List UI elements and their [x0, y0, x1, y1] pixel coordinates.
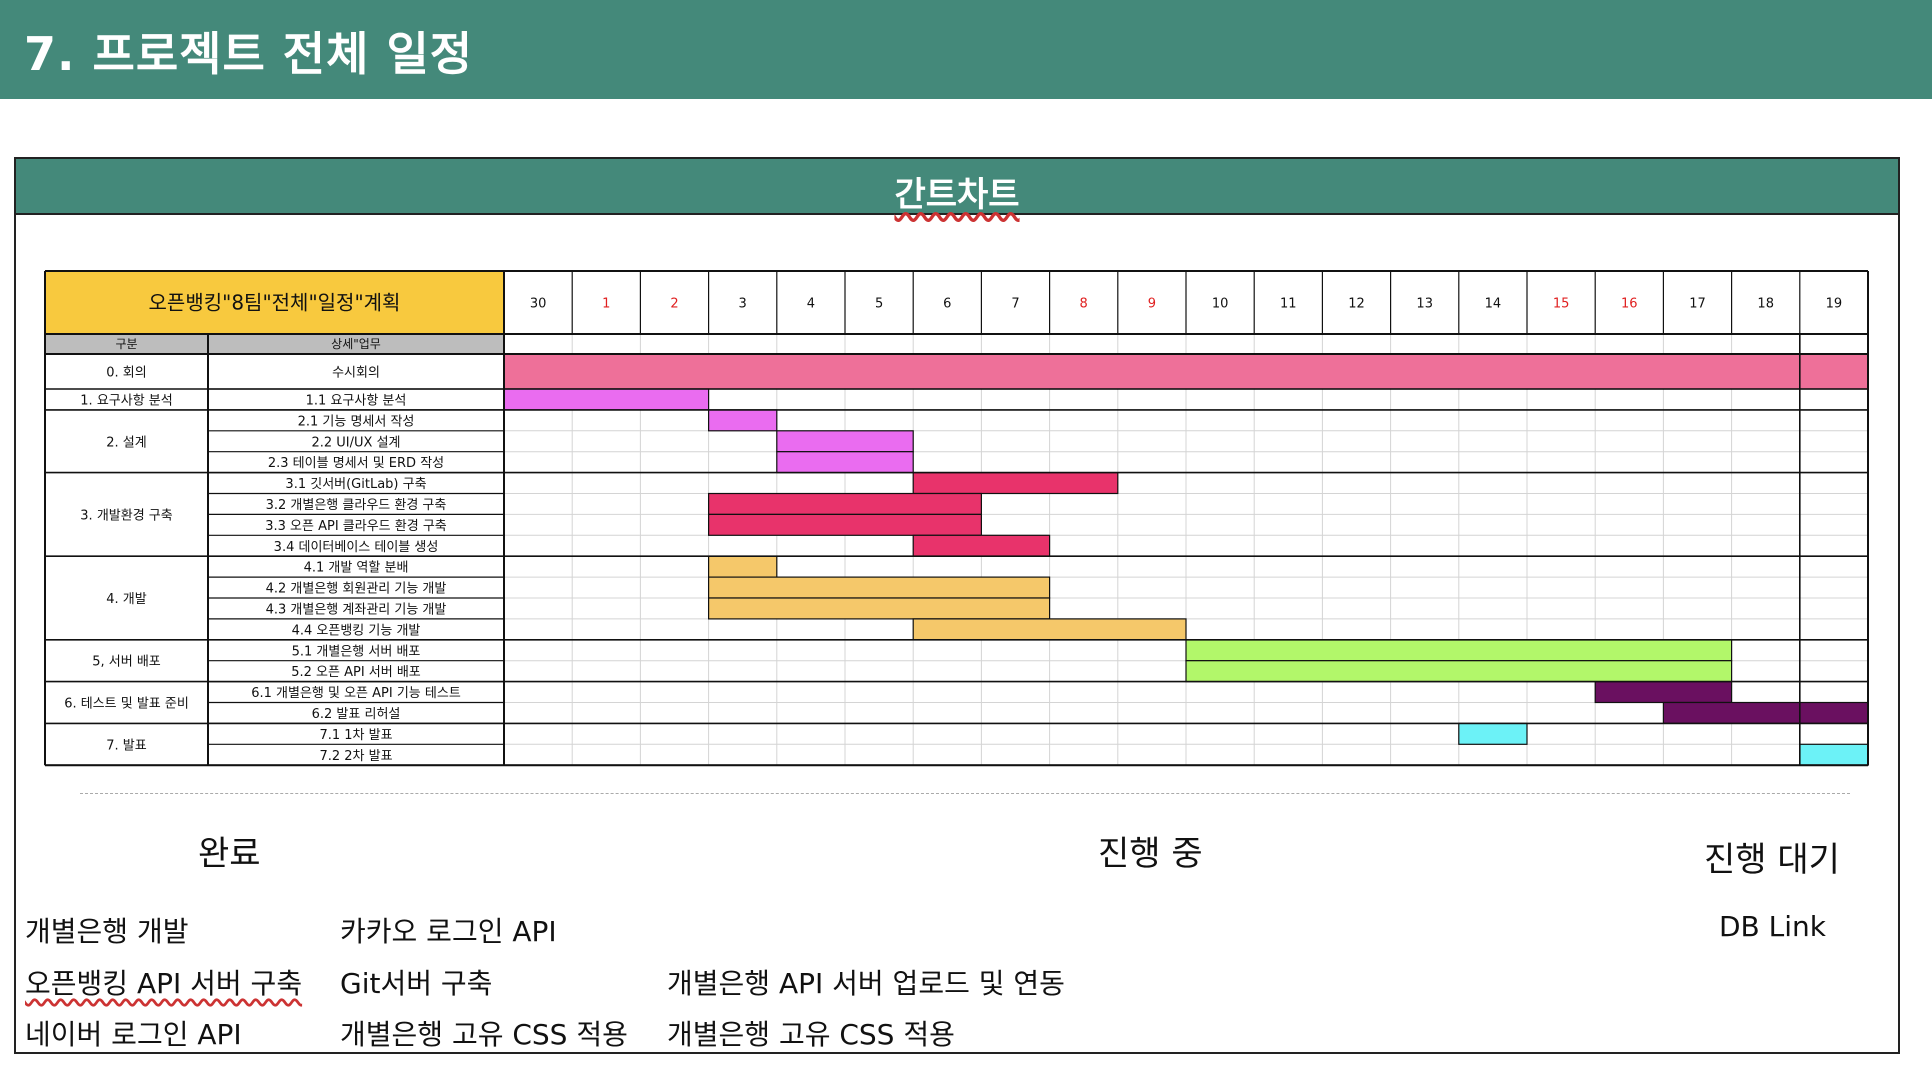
done-item: 카카오 로그인 API — [340, 915, 557, 948]
task-bar — [707, 513, 982, 536]
day-label: 13 — [1416, 297, 1433, 312]
task-label: 4.4 오픈뱅킹 기능 개발 — [292, 623, 421, 638]
group-label: 3. 개발환경 구축 — [80, 508, 172, 523]
day-label: 16 — [1621, 297, 1638, 312]
column-header: 상세"업무 — [331, 337, 381, 351]
task-bar — [1458, 722, 1528, 745]
task-bar — [912, 534, 1051, 557]
task-bar — [707, 492, 982, 515]
group-label: 4. 개발 — [106, 592, 146, 607]
day-label: 3 — [739, 297, 747, 312]
task-bar — [912, 618, 1187, 641]
column-header: 구분 — [115, 337, 137, 351]
day-label: 19 — [1826, 297, 1843, 312]
task-bar — [503, 388, 710, 411]
legend-in-progress-title: 진행 중 — [1098, 834, 1203, 874]
group-label: 2. 설계 — [106, 435, 146, 450]
day-label: 14 — [1485, 297, 1502, 312]
waiting-item: DB Link — [1719, 910, 1827, 943]
done-item: 네이버 로그인 API — [25, 1018, 242, 1051]
header-bar: 7. 프로젝트 전체 일정 — [0, 0, 1932, 99]
section-header: 간트차트 — [16, 159, 1898, 215]
day-label: 7 — [1011, 297, 1019, 312]
task-bar — [707, 576, 1051, 599]
task-label: 7.2 2차 발표 — [319, 749, 392, 764]
task-label: 3.1 깃서버(GitLab) 구축 — [285, 477, 426, 492]
task-bar — [1185, 639, 1733, 662]
task-label: 4.3 개별은행 계좌관리 기능 개발 — [266, 601, 447, 617]
done-item: Git서버 구축 — [340, 967, 493, 1000]
group-label: 0. 회의 — [106, 366, 146, 381]
day-label: 8 — [1080, 297, 1088, 312]
task-label: 2.3 테이블 명세서 및 ERD 작성 — [268, 456, 444, 471]
task-bar — [1662, 701, 1869, 724]
task-label: 수시회의 — [332, 366, 380, 381]
day-label: 10 — [1212, 297, 1229, 312]
task-label: 4.2 개별은행 회원관리 기능 개발 — [266, 581, 447, 597]
group-label: 7. 발표 — [106, 738, 146, 753]
day-label: 2 — [670, 297, 678, 312]
section-title: 간트차트 — [894, 175, 1020, 215]
task-bar — [776, 430, 914, 453]
page-title: 7. 프로젝트 전체 일정 — [24, 27, 474, 81]
task-label: 3.2 개별은행 클라우드 환경 구축 — [266, 497, 447, 513]
task-label: 2.1 기능 명세서 작성 — [298, 414, 415, 429]
task-label: 6.1 개별은행 및 오픈 API 기능 테스트 — [251, 685, 461, 701]
task-bar — [912, 472, 1119, 495]
day-label: 11 — [1280, 297, 1297, 312]
day-label: 12 — [1348, 297, 1365, 312]
task-label: 5.2 오픈 API 서버 배포 — [291, 665, 421, 680]
day-label: 15 — [1553, 297, 1570, 312]
task-bar — [707, 597, 1051, 620]
task-label: 3.3 오픈 API 클라우드 환경 구축 — [265, 519, 447, 534]
plan-title-cell — [45, 271, 504, 334]
task-label: 3.4 데이터베이스 테이블 생성 — [274, 540, 439, 555]
day-label: 9 — [1148, 297, 1156, 312]
task-label: 4.1 개발 역할 분배 — [304, 561, 409, 576]
task-bar — [776, 451, 914, 474]
legend-waiting-title: 진행 대기 — [1704, 840, 1840, 880]
task-bar — [707, 409, 778, 432]
done-item: 개별은행 개발 — [25, 915, 189, 948]
task-bar — [1594, 680, 1733, 704]
task-bar — [1185, 660, 1733, 683]
group-label: 5, 서버 배포 — [92, 655, 161, 670]
divider — [80, 793, 1850, 794]
plan-title: 오픈뱅킹"8팀"전체"일정"계획 — [149, 291, 401, 315]
task-label: 1.1 요구사항 분석 — [306, 393, 407, 408]
group-label: 6. 테스트 및 발표 준비 — [64, 697, 189, 712]
day-label: 30 — [530, 297, 547, 312]
day-label: 18 — [1757, 297, 1774, 312]
group-label: 1. 요구사항 분석 — [80, 393, 172, 408]
task-bar — [503, 353, 1869, 390]
day-label: 17 — [1689, 297, 1706, 312]
task-bar — [1799, 743, 1869, 766]
task-label: 7.1 1차 발표 — [319, 728, 392, 743]
task-label: 2.2 UI/UX 설계 — [311, 435, 400, 450]
legend-done-title: 완료 — [198, 834, 261, 874]
day-label: 5 — [875, 297, 883, 312]
in-progress-item: 개별은행 고유 CSS 적용 — [667, 1018, 955, 1051]
day-label: 1 — [602, 297, 610, 312]
done-item: 개별은행 고유 CSS 적용 — [340, 1018, 628, 1051]
task-label: 6.2 발표 리허설 — [312, 707, 401, 722]
day-label: 6 — [943, 297, 951, 312]
done-item: 오픈뱅킹 API 서버 구축 — [25, 967, 303, 1000]
task-bar — [707, 555, 778, 578]
task-label: 5.1 개별은행 서버 배포 — [292, 643, 421, 659]
day-label: 4 — [807, 297, 815, 312]
subheader-cell — [45, 334, 504, 354]
in-progress-item: 개별은행 API 서버 업로드 및 연동 — [667, 967, 1065, 1000]
